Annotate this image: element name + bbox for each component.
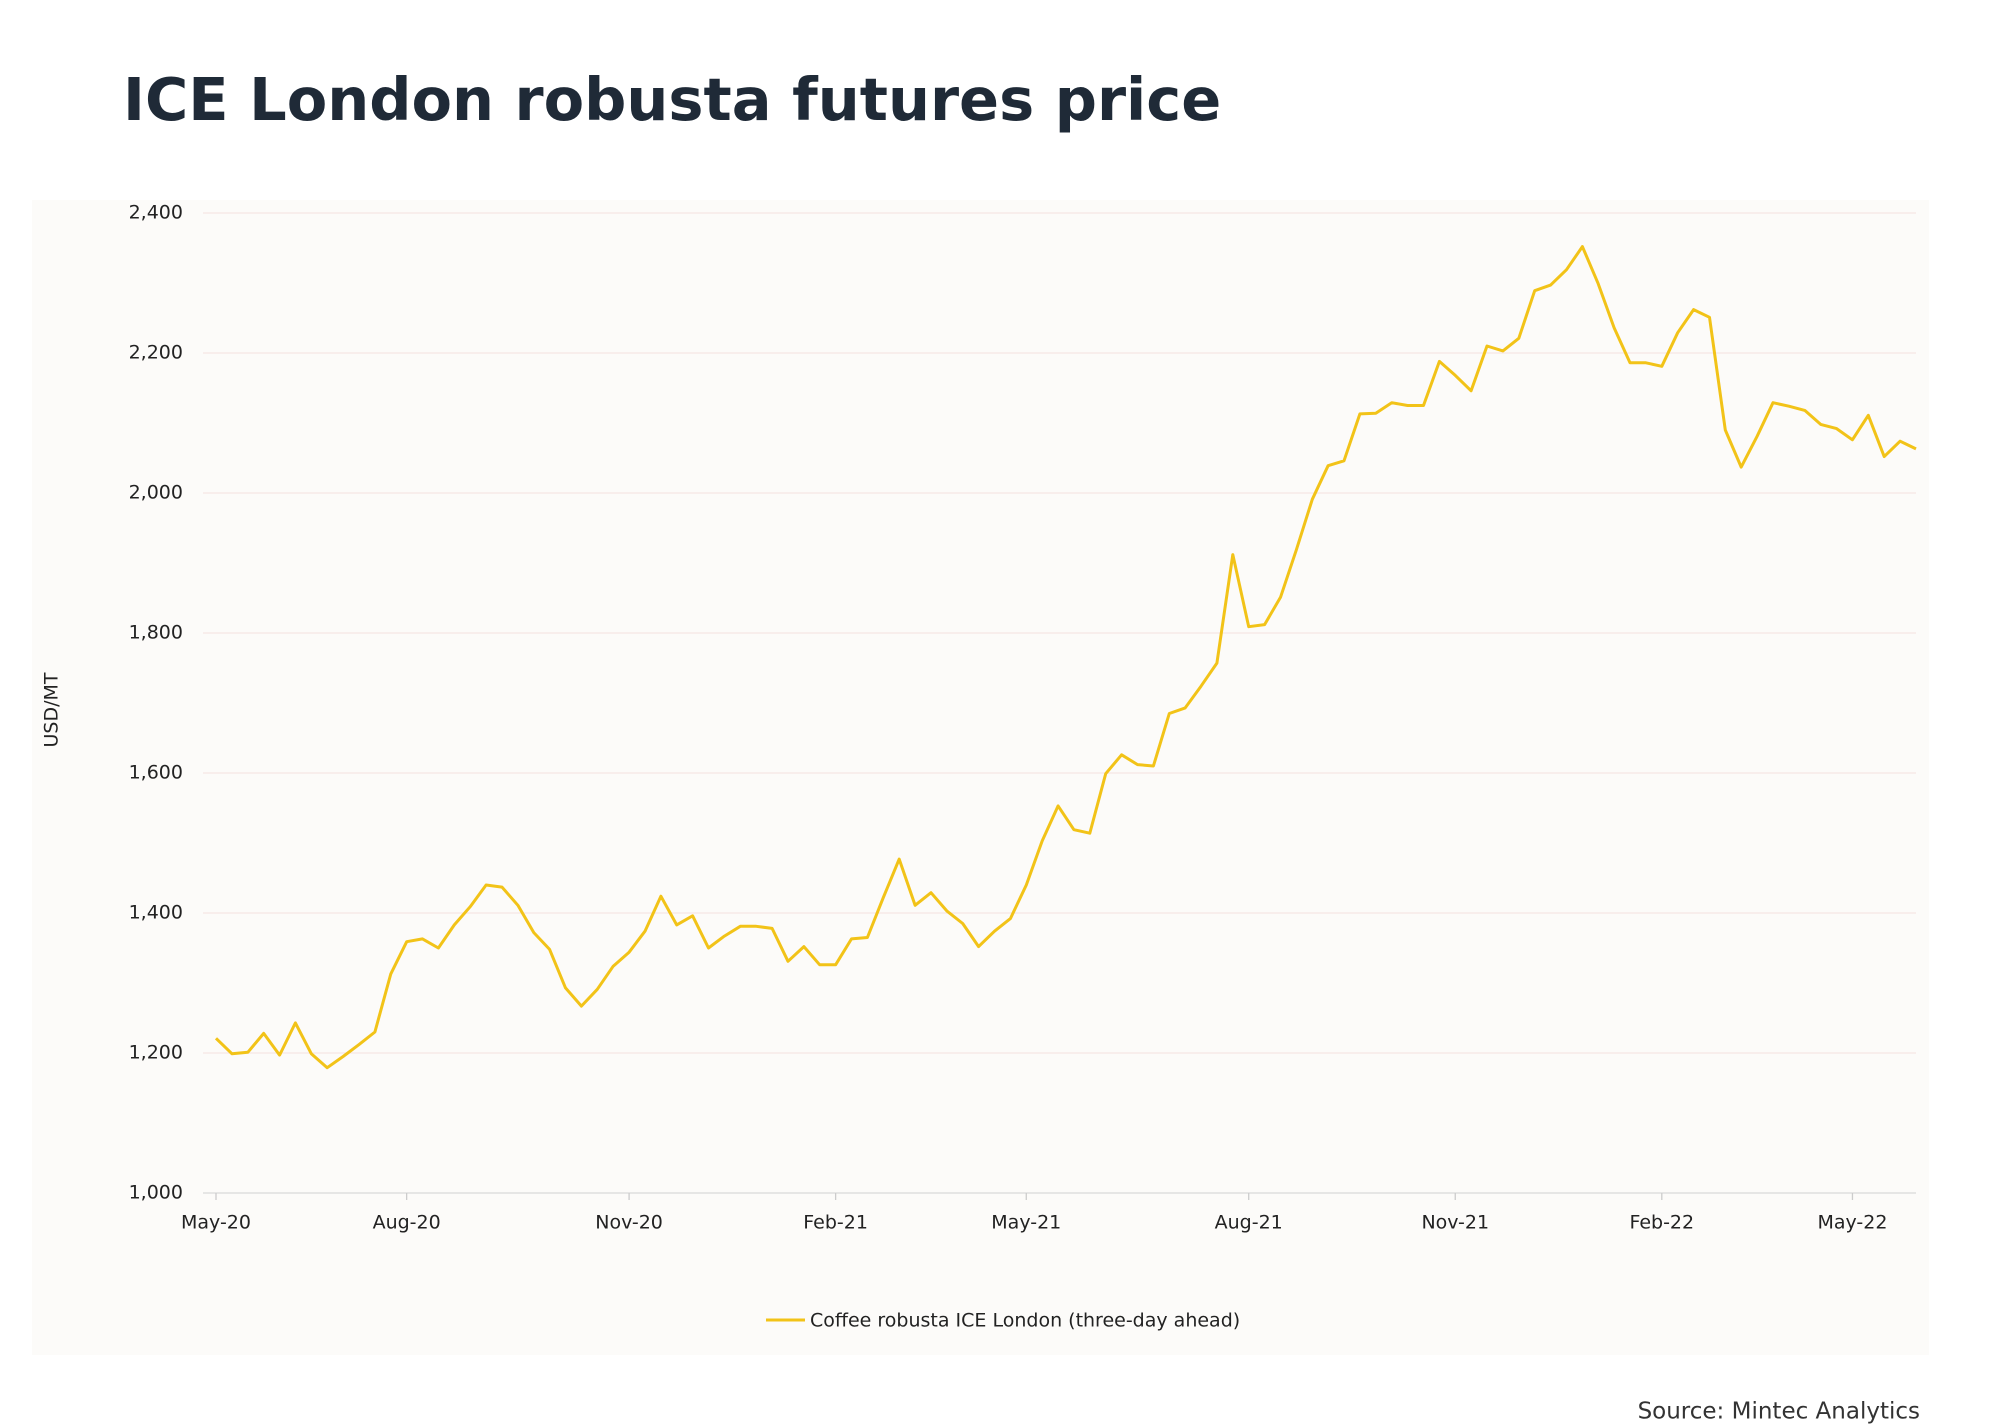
y-tick-label: 1,800 bbox=[129, 622, 183, 644]
x-tick-label: May-20 bbox=[181, 1212, 251, 1234]
x-tick-label: Feb-21 bbox=[803, 1212, 868, 1234]
x-tick-label: May-22 bbox=[1817, 1212, 1887, 1234]
y-axis-label: USD/MT bbox=[41, 672, 63, 747]
y-tick-label: 1,200 bbox=[129, 1042, 183, 1064]
chart-title: ICE London robusta futures price bbox=[123, 65, 1221, 134]
x-tick-label: May-21 bbox=[991, 1212, 1061, 1234]
y-tick-label: 1,000 bbox=[129, 1182, 183, 1204]
data-line bbox=[214, 245, 1917, 1070]
legend-label: Coffee robusta ICE London (three-day ahe… bbox=[810, 1310, 1240, 1332]
x-tick-label: Aug-20 bbox=[373, 1212, 441, 1234]
source: Source: Mintec Analytics bbox=[1638, 1399, 1920, 1425]
y-tick-label: 1,400 bbox=[129, 902, 183, 924]
x-tick-label: Feb-22 bbox=[1629, 1212, 1694, 1234]
y-tick-label: 1,600 bbox=[129, 762, 183, 784]
x-tick-label: Nov-21 bbox=[1421, 1212, 1489, 1234]
y-tick-label: 2,000 bbox=[129, 482, 183, 504]
y-tick-label: 2,200 bbox=[129, 342, 183, 364]
chart-panel bbox=[32, 200, 1929, 1355]
x-tick-label: Nov-20 bbox=[595, 1212, 663, 1234]
x-tick-label: Aug-21 bbox=[1215, 1212, 1283, 1234]
y-tick-label: 2,400 bbox=[129, 202, 183, 224]
